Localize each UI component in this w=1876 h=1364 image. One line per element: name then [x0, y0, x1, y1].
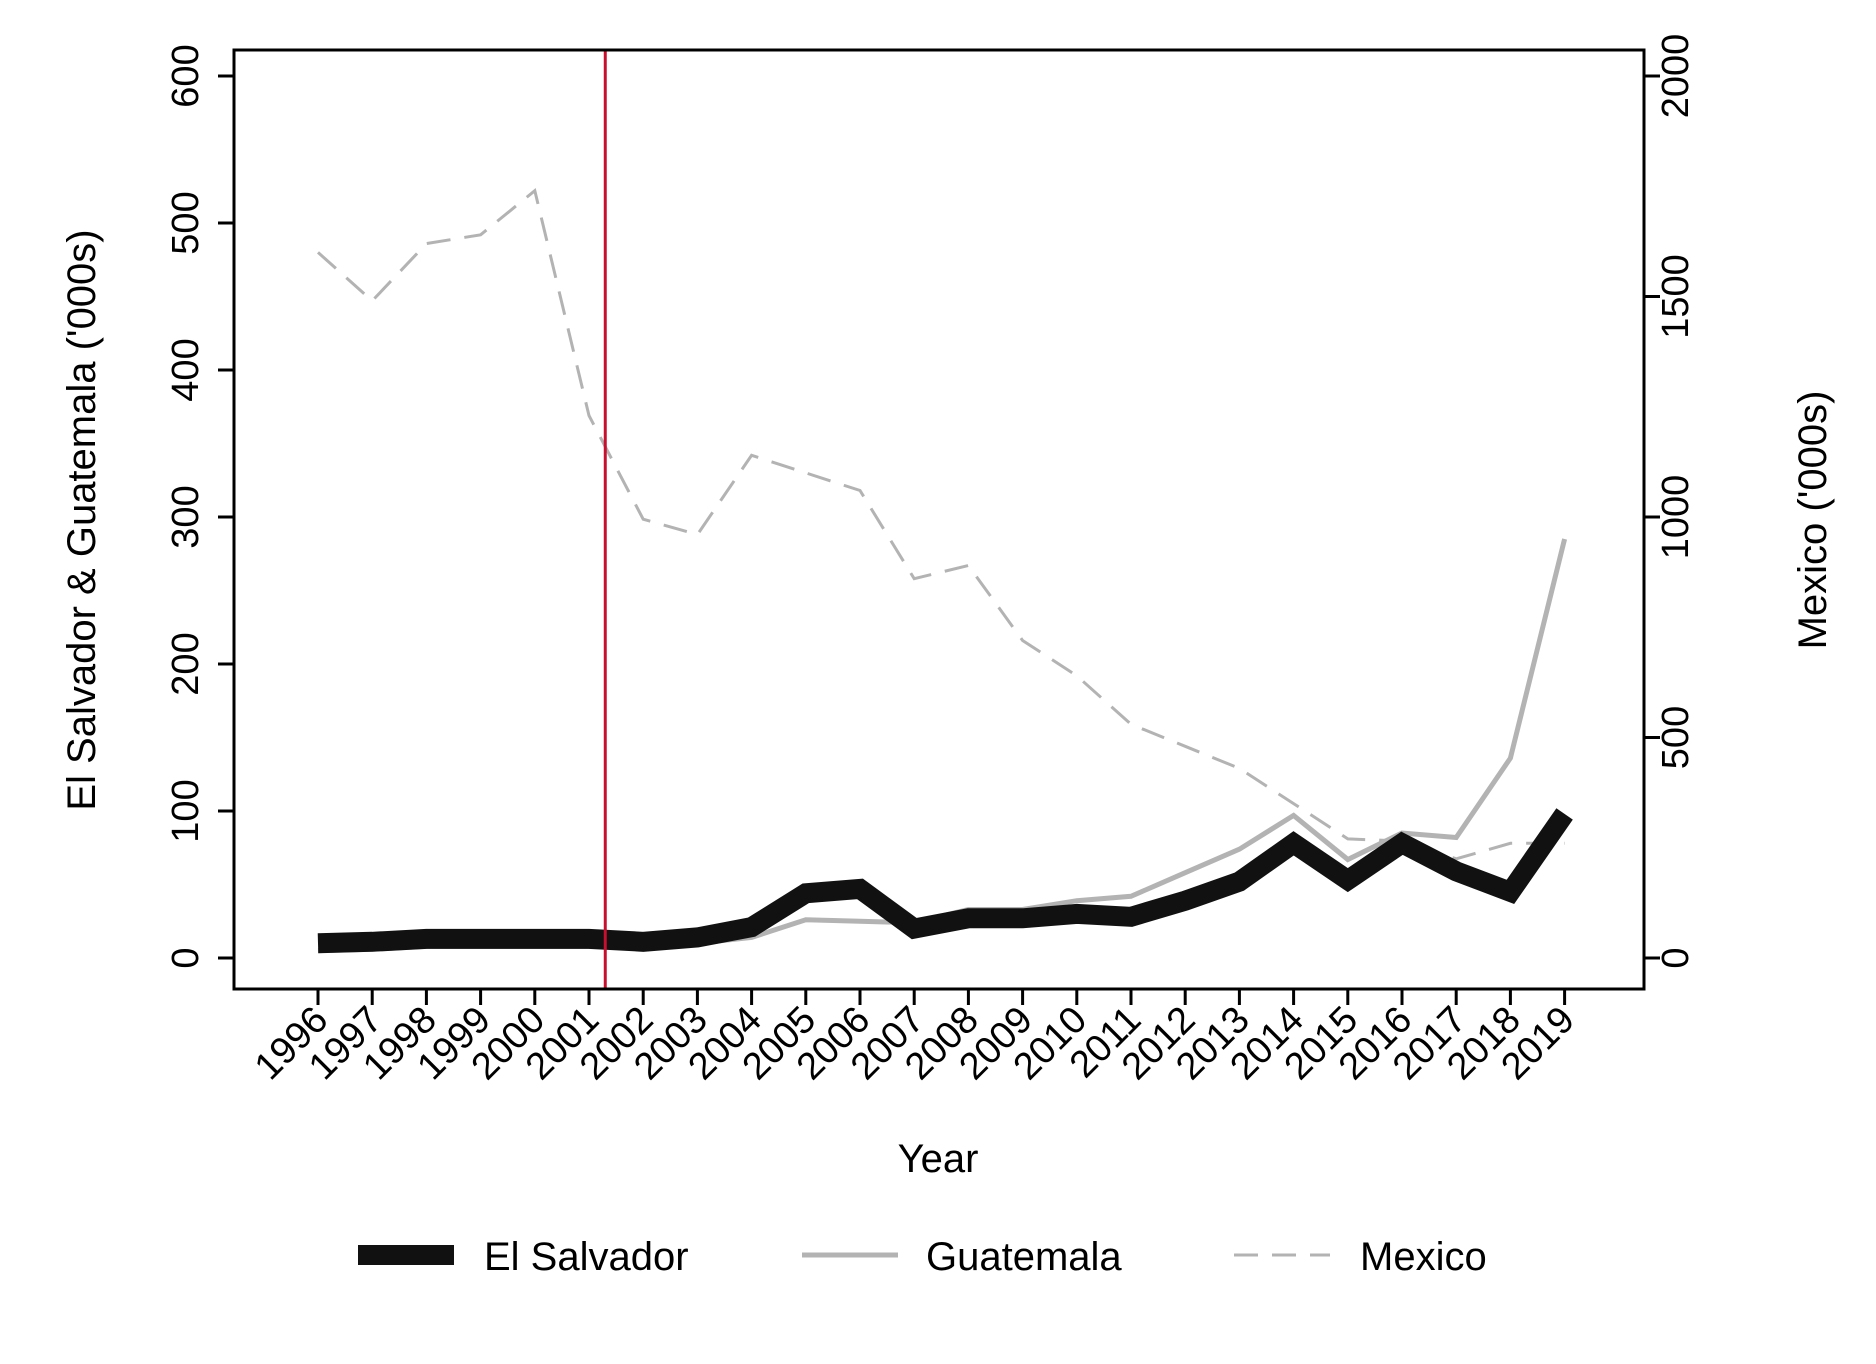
left-y-tick-label: 300 [165, 485, 207, 548]
right-y-axis-title: Mexico ('000s) [1791, 391, 1835, 650]
legend-label-mexico: Mexico [1360, 1235, 1487, 1279]
left-y-tick-label: 200 [165, 632, 207, 695]
left-y-tick-label: 100 [165, 779, 207, 842]
right-y-tick-label: 2000 [1655, 34, 1697, 119]
legend-label-guatemala: Guatemala [926, 1235, 1122, 1279]
legend-label-el-salvador: El Salvador [484, 1235, 689, 1279]
x-axis-title: Year [898, 1137, 979, 1181]
plot-layer [316, 50, 1573, 989]
left-y-tick-label: 0 [165, 947, 207, 968]
left-y-tick-label: 400 [165, 338, 207, 401]
plot-frame [232, 48, 1646, 991]
right-y-tick-label: 0 [1655, 947, 1697, 968]
right-y-tick-label: 1000 [1655, 475, 1697, 560]
right-y-tick-label: 500 [1655, 706, 1697, 769]
left-y-axis-title: El Salvador & Guatemala ('000s) [60, 229, 104, 810]
left-y-tick-label: 500 [165, 191, 207, 254]
right-y-tick-label: 1500 [1655, 254, 1697, 339]
left-y-tick-label: 600 [165, 44, 207, 107]
series-line-mexico [316, 188, 1565, 861]
legend: El Salvador Guatemala Mexico [358, 1235, 1487, 1279]
series-line-el-salvador [317, 808, 1573, 954]
